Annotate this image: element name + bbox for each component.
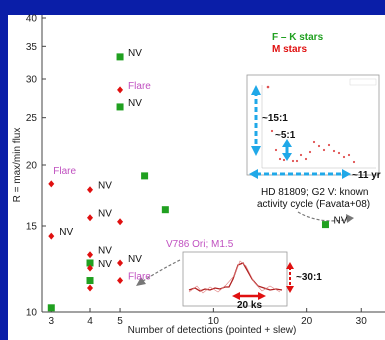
y-tick-label-1: 15 <box>26 222 38 233</box>
ratio-5-label: ~5:1 <box>275 130 296 141</box>
point-label-9: NV <box>98 259 112 270</box>
m-star-point-3 <box>87 264 94 272</box>
x-tick-label-0: 3 <box>49 316 55 327</box>
inset-hd81809-lightcurve: ~15:1 ~5:1 ~11 yr <box>246 74 381 181</box>
point-label-4: NV <box>98 181 112 192</box>
point-label-3: Flare <box>53 166 76 177</box>
x-tick-label-5: 30 <box>356 316 368 327</box>
legend-m-stars: M stars <box>272 44 307 55</box>
inset-frame-2 <box>182 251 288 307</box>
point-label-7: NV <box>98 246 112 257</box>
m-star-point-10 <box>117 86 124 94</box>
y-tick-label-4: 30 <box>26 75 38 86</box>
ratio-15-label: ~15:1 <box>262 113 288 124</box>
x-tick-label-2: 5 <box>117 316 123 327</box>
m-star-point-5 <box>87 214 94 222</box>
m-star-point-8 <box>117 259 124 267</box>
point-label-8: NV <box>128 254 142 265</box>
x-axis-label: Number of detections (pointed + slew) <box>128 325 297 336</box>
m-star-point-2 <box>87 284 94 292</box>
m-star-point-7 <box>117 277 124 285</box>
inset-v786-lightcurve <box>182 251 288 307</box>
duration-20ks-label: 20 ks <box>237 300 262 311</box>
fk-star-point-3 <box>116 103 124 111</box>
point-label-0: NV <box>128 48 142 59</box>
x-tick-label-1: 4 <box>87 316 93 327</box>
m-star-point-6 <box>87 186 94 194</box>
fk-star-point-4 <box>116 53 124 61</box>
y-axis-label: R = max/min flux <box>12 128 23 203</box>
x-tick-label-4: 20 <box>301 316 313 327</box>
m-star-point-9 <box>117 218 124 226</box>
legend: F – K stars M stars <box>272 32 324 55</box>
inset-frame <box>246 74 380 176</box>
y-tick-label-5: 35 <box>26 42 38 53</box>
point-label-10: Flare <box>128 272 151 283</box>
fk-star-point-7 <box>321 221 329 229</box>
point-label-6: NV <box>59 227 73 238</box>
y-tick-label-3: 25 <box>26 113 38 124</box>
fk-star-point-0 <box>47 304 55 312</box>
ratio-30-label: ~30:1 <box>296 272 322 283</box>
y-tick-label-2: 20 <box>26 161 38 172</box>
y-tick-label-0: 10 <box>26 308 38 319</box>
point-label-11: NV <box>333 216 347 227</box>
m-star-point-1 <box>48 180 55 188</box>
point-label-1: Flare <box>128 81 151 92</box>
fk-star-point-1 <box>86 277 94 285</box>
fk-star-point-6 <box>161 206 169 214</box>
fk-star-point-2 <box>86 259 94 267</box>
period-11yr-label: ~11 yr <box>352 170 381 181</box>
hd-caption-line2: activity cycle (Favata+08) <box>257 199 370 210</box>
v786-label: V786 Ori; M1.5 <box>166 239 234 250</box>
legend-fk-stars: F – K stars <box>272 32 324 43</box>
m-star-point-4 <box>87 251 94 259</box>
hd-pointer-arrow <box>297 211 351 222</box>
hd-caption-line1: HD 81809; G2 V: known <box>261 187 368 198</box>
point-label-5: NV <box>98 209 112 220</box>
x-tick-label-3: 10 <box>208 316 220 327</box>
fk-star-point-5 <box>141 172 149 180</box>
m-star-point-0 <box>48 232 55 240</box>
point-label-2: NV <box>128 98 142 109</box>
y-tick-label-6: 40 <box>26 14 38 25</box>
